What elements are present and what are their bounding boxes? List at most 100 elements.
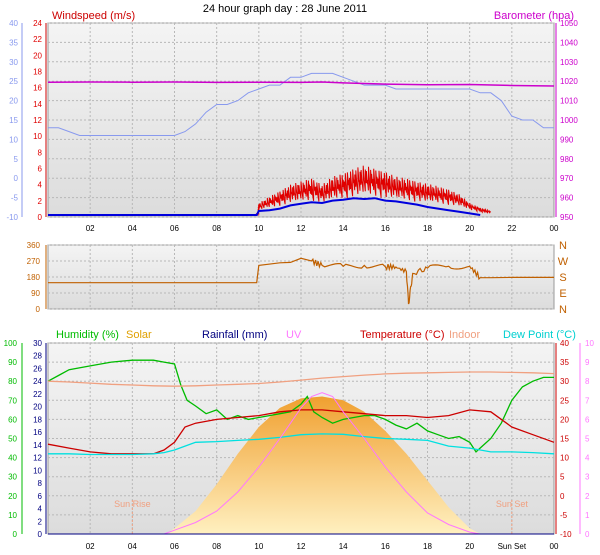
rain-tick-label: 26 (33, 364, 42, 373)
wind-gust-series (48, 165, 492, 216)
baro-tick-label: 970 (560, 174, 574, 183)
climate-x-tick-label: 08 (212, 542, 221, 551)
outer-tick-label: -10 (6, 213, 18, 222)
wind-tick-label: 16 (33, 84, 42, 93)
wind-x-tick-label: 00 (550, 224, 559, 233)
outer-tick-label: 20 (9, 97, 18, 106)
wind-tick-label: 8 (38, 148, 43, 157)
indoor-label: Indoor (449, 329, 481, 341)
compass-label: W (558, 256, 569, 268)
climate-ticks: 1009080706050403020100302826242220181614… (4, 339, 595, 551)
outer-tick-label: 10 (9, 135, 18, 144)
wind-direction-series (48, 257, 554, 305)
solar-label: Solar (126, 329, 152, 341)
dew-point-series (48, 433, 555, 456)
climate-x-tick-label: 06 (170, 542, 179, 551)
temperature-tick-label: 15 (560, 435, 569, 444)
wind-tick-label: 24 (33, 19, 42, 28)
climate-x-tick-label: 10 (254, 542, 263, 551)
wind-x-tick-label: 06 (170, 224, 179, 233)
humidity-label: Humidity (%) (56, 329, 119, 341)
climate-x-tick-label: 04 (128, 542, 137, 551)
rain-tick-label: 14 (33, 441, 42, 450)
climate-series: Sun Rise Sun Set (47, 359, 555, 535)
outer-axis-series (48, 72, 554, 136)
uv-tick-label: 10 (585, 339, 594, 348)
wind-tick-label: 14 (33, 100, 42, 109)
baro-tick-label: 990 (560, 135, 574, 144)
uv-tick-label: 0 (585, 530, 590, 539)
uv-tick-label: 5 (585, 435, 590, 444)
climate-x-tick-label: 14 (339, 542, 348, 551)
baro-tick-label: 1030 (560, 58, 578, 67)
direction-tick-label: 90 (31, 289, 40, 298)
rain-tick-label: 16 (33, 428, 42, 437)
wind-baro-panel: Windspeed (m/s) Barometer (hpa) 40353025… (6, 10, 578, 233)
wind-x-tick-label: 02 (86, 224, 95, 233)
baro-tick-label: 960 (560, 194, 574, 203)
wind-tick-label: 4 (38, 181, 43, 190)
humidity-tick-label: 80 (8, 377, 17, 386)
wind-x-tick-label: 10 (254, 224, 263, 233)
compass-label: E (559, 288, 566, 300)
baro-tick-label: 1050 (560, 19, 578, 28)
uv-label: UV (286, 329, 302, 341)
outer-tick-label: 15 (9, 116, 18, 125)
compass-label: N (559, 304, 567, 316)
climate-x-tick-label: 12 (297, 542, 306, 551)
uv-series (163, 392, 481, 535)
outer-tick-label: -5 (11, 194, 19, 203)
temperature-tick-label: 0 (560, 492, 565, 501)
baro-tick-label: 1010 (560, 97, 578, 106)
compass-label: S (559, 272, 566, 284)
dewpoint-label: Dew Point (°C) (503, 329, 576, 341)
barometer-label: Barometer (hpa) (494, 10, 574, 22)
direction-tick-label: 360 (27, 241, 41, 250)
wind-tick-label: 2 (38, 197, 43, 206)
humidity-tick-label: 50 (8, 435, 17, 444)
rain-tick-label: 18 (33, 415, 42, 424)
outer-tick-label: 5 (14, 155, 19, 164)
wind-tick-label: 22 (33, 35, 42, 44)
wind-x-tick-label: 20 (465, 224, 474, 233)
wind-direction-grid (48, 244, 554, 310)
barometer-series (47, 81, 555, 87)
uv-tick-label: 9 (585, 358, 590, 367)
temperature-tick-label: 40 (560, 339, 569, 348)
temperature-label: Temperature (°C) (360, 329, 444, 341)
rain-tick-label: 6 (38, 492, 43, 501)
rain-tick-label: 22 (33, 390, 42, 399)
uv-tick-label: 8 (585, 377, 590, 386)
humidity-tick-label: 30 (8, 473, 17, 482)
wind-tick-label: 12 (33, 116, 42, 125)
wind-x-tick-label: 08 (212, 224, 221, 233)
wind-x-tick-label: 14 (339, 224, 348, 233)
uv-tick-label: 2 (585, 492, 590, 501)
climate-x-tick-label: 02 (86, 542, 95, 551)
temperature-tick-label: 25 (560, 396, 569, 405)
humidity-tick-label: 20 (8, 492, 17, 501)
uv-tick-label: 3 (585, 473, 590, 482)
rain-tick-label: 2 (38, 517, 43, 526)
rain-tick-label: 12 (33, 454, 42, 463)
uv-tick-label: 4 (585, 454, 590, 463)
uv-tick-label: 1 (585, 511, 590, 520)
baro-tick-label: 1040 (560, 38, 578, 47)
direction-tick-label: 270 (27, 257, 41, 266)
wind-tick-label: 0 (38, 213, 43, 222)
temperature-tick-label: 20 (560, 415, 569, 424)
wind-x-tick-label: 18 (423, 224, 432, 233)
temperature-tick-label: 30 (560, 377, 569, 386)
wind-x-tick-label: 12 (297, 224, 306, 233)
temperature-tick-label: -5 (560, 511, 568, 520)
humidity-tick-label: 60 (8, 415, 17, 424)
temperature-tick-label: -10 (560, 530, 572, 539)
temperature-tick-label: 5 (560, 473, 565, 482)
windspeed-label: Windspeed (m/s) (52, 10, 135, 22)
wind-tick-label: 10 (33, 132, 42, 141)
wind-direction-series (48, 257, 554, 305)
climate-panel: Humidity (%) Solar Rainfall (mm) UV Temp… (4, 329, 595, 551)
